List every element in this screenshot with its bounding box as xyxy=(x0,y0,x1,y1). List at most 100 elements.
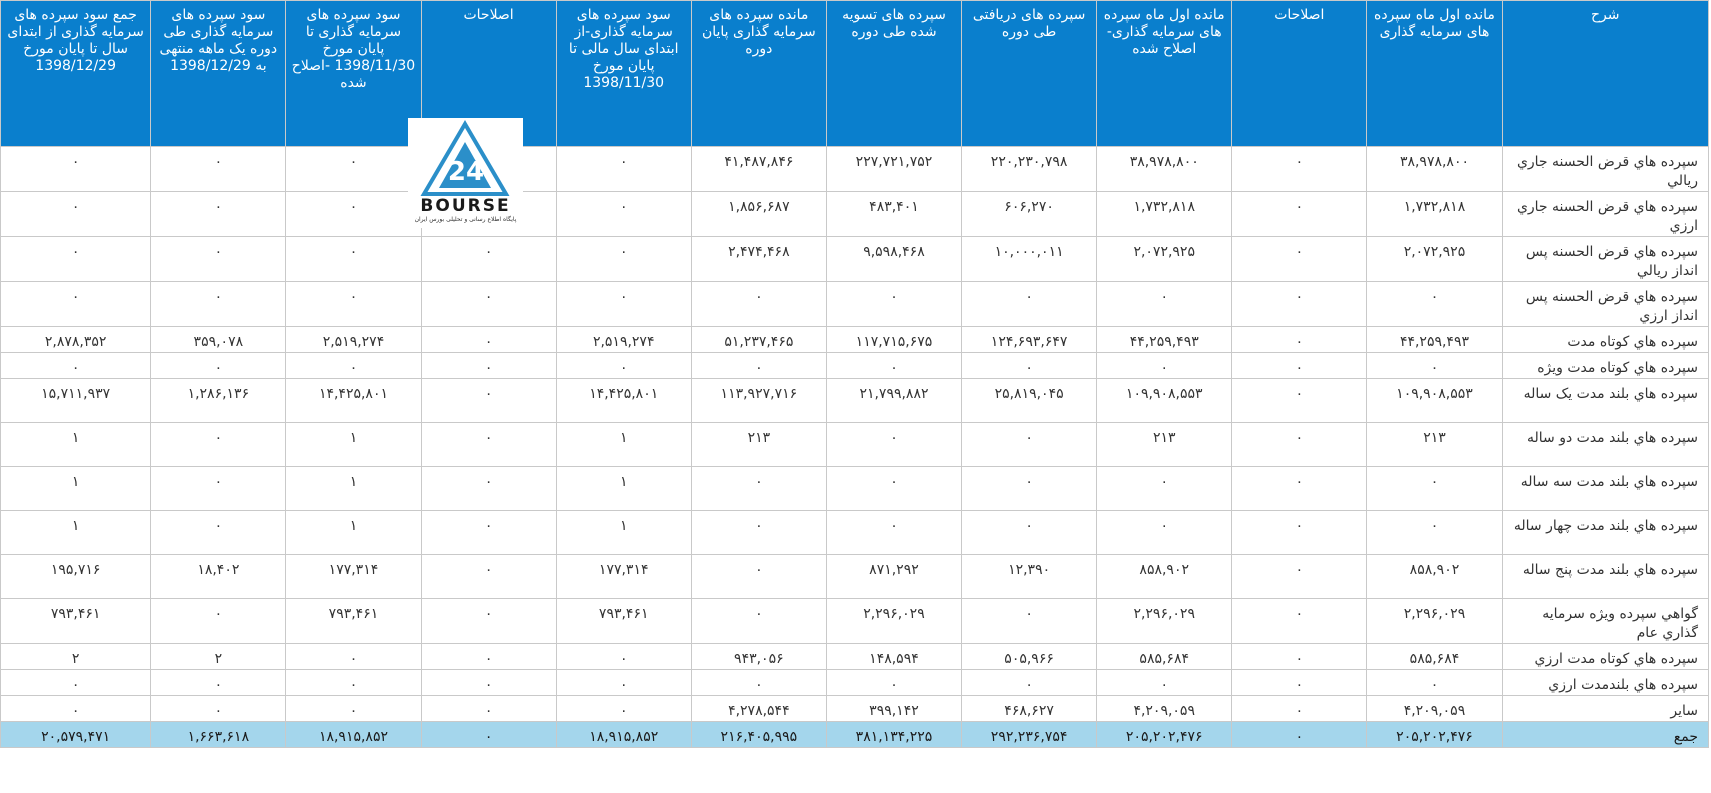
table-cell: ۲,۵۱۹,۲۷۴ xyxy=(285,326,422,353)
table-cell: ۰ xyxy=(285,236,422,282)
table-cell: ۹,۵۹۸,۴۶۸ xyxy=(825,236,963,282)
column-header: سود سپرده های سرمایه گذاری-از ابتدای سال… xyxy=(555,0,692,147)
table-cell: ۰ xyxy=(1231,643,1368,670)
table-cell: ۵۰۵,۹۶۶ xyxy=(961,643,1098,670)
table-cell: ۰ xyxy=(0,146,152,192)
table-cell: ۰ xyxy=(1096,466,1233,511)
table-cell: ۱ xyxy=(0,510,152,555)
table-cell: ۳۸۱,۱۳۴,۲۲۵ xyxy=(825,721,963,748)
table-cell: ۱ xyxy=(285,466,422,511)
table-row: ساير ۴,۲۰۹,۰۵۹ ۰ ۴,۲۰۹,۰۵۹ ۴۶۸,۶۲۷ ۳۹۹,۱۴۲ ۴,۲… xyxy=(0,695,1710,722)
table-cell: ۱۸,۹۱۵,۸۵۲ xyxy=(285,721,422,748)
table-cell: ۰ xyxy=(1366,510,1503,555)
table-cell: ۷۹۳,۴۶۱ xyxy=(555,598,692,644)
table-cell: ۰ xyxy=(961,669,1098,696)
table-cell: ۰ xyxy=(420,598,557,644)
column-header: سپرده های تسویه شده طی دوره xyxy=(825,0,963,147)
table-cell: ۱۲,۳۹۰ xyxy=(961,554,1098,599)
column-header: جمع سود سپرده های سرمایه گذاری از ابتدای… xyxy=(0,0,152,147)
table-cell: ۱ xyxy=(0,422,152,467)
table-row: سپرده هاي کوتاه مدت ارزي ۵۸۵,۶۸۴ ۰ ۵۸۵,۶۸۴ ۵… xyxy=(0,643,1710,670)
table-cell: ۰ xyxy=(420,721,557,748)
table-cell: ۰ xyxy=(150,510,287,555)
table-cell: ۵۱,۲۳۷,۴۶۵ xyxy=(690,326,827,353)
table-cell: ۱۱۳,۹۲۷,۷۱۶ xyxy=(690,378,827,423)
table-cell: ۲,۸۷۸,۳۵۲ xyxy=(0,326,152,353)
row-description: سپرده هاي قرض الحسنه پس انداز ريالي xyxy=(1501,236,1710,282)
column-header: مانده اول ماه سپرده های سرمایه گذاری-اصل… xyxy=(1096,0,1233,147)
table-row: سپرده هاي بلندمدت ارزي ۰ ۰ ۰ ۰ ۰ ۰ ۰ ۰ ۰ ۰ ۰ xyxy=(0,669,1710,696)
table-cell: ۰ xyxy=(420,643,557,670)
table-cell: ۰ xyxy=(690,669,827,696)
table-cell: ۴۴,۲۵۹,۴۹۳ xyxy=(1366,326,1503,353)
table-cell: ۰ xyxy=(150,598,287,644)
table-cell: ۰ xyxy=(555,236,692,282)
table-cell: ۸۷۱,۲۹۲ xyxy=(825,554,963,599)
table-cell: ۰ xyxy=(0,352,152,379)
table-cell: ۲,۵۱۹,۲۷۴ xyxy=(555,326,692,353)
header-row: شرح مانده اول ماه سپرده های سرمایه گذاری ا… xyxy=(0,0,1710,147)
table-cell: ۱ xyxy=(285,422,422,467)
table-cell: ۲۲۰,۲۳۰,۷۹۸ xyxy=(961,146,1098,192)
table-cell: ۰ xyxy=(285,191,422,237)
table-cell: ۴۶۸,۶۲۷ xyxy=(961,695,1098,722)
table-cell: ۱۷۷,۳۱۴ xyxy=(555,554,692,599)
table-row: سپرده هاي بلند مدت چهار ساله ۰ ۰ ۰ ۰ ۰ ۰ ۱ ۰ ۱ ۰ ۱ xyxy=(0,510,1710,555)
table-cell: ۰ xyxy=(150,422,287,467)
table-cell: ۰ xyxy=(690,352,827,379)
table-row: سپرده هاي کوتاه مدت ويژه ۰ ۰ ۰ ۰ ۰ ۰ ۰ ۰ ۰ ۰ ۰ xyxy=(0,352,1710,379)
table-cell: ۰ xyxy=(420,554,557,599)
table-cell: ۳۵۹,۰۷۸ xyxy=(150,326,287,353)
table-cell: ۰ xyxy=(0,281,152,327)
row-description: سپرده هاي بلند مدت چهار ساله xyxy=(1501,510,1710,555)
table-cell: ۰ xyxy=(1366,352,1503,379)
table-cell: ۰ xyxy=(0,669,152,696)
table-cell: ۰ xyxy=(420,695,557,722)
table-cell: ۲,۴۷۴,۴۶۸ xyxy=(690,236,827,282)
table-cell: ۰ xyxy=(825,422,963,467)
table-cell: ۲۱۳ xyxy=(1096,422,1233,467)
table-cell: ۰ xyxy=(285,352,422,379)
table-cell: ۱,۷۳۲,۸۱۸ xyxy=(1096,191,1233,237)
table-cell: ۲۵,۸۱۹,۰۴۵ xyxy=(961,378,1098,423)
table-cell: ۰ xyxy=(961,598,1098,644)
table-cell: ۳۹۹,۱۴۲ xyxy=(825,695,963,722)
table-cell: ۰ xyxy=(150,466,287,511)
table-cell: ۰ xyxy=(1231,236,1368,282)
table-cell: ۱۵,۷۱۱,۹۳۷ xyxy=(0,378,152,423)
table-cell: ۰ xyxy=(420,510,557,555)
table-cell: ۰ xyxy=(1231,669,1368,696)
row-description: سپرده هاي بلندمدت ارزي xyxy=(1501,669,1710,696)
table-cell: ۴,۲۰۹,۰۵۹ xyxy=(1366,695,1503,722)
table-cell: ۰ xyxy=(150,695,287,722)
bourse24-logo: 24 BOURSE پایگاه اطلاع رسانی و تحلیلی بو… xyxy=(408,118,523,228)
table-cell: ۰ xyxy=(825,281,963,327)
table-cell: ۰ xyxy=(961,510,1098,555)
table-cell: ۰ xyxy=(555,281,692,327)
logo-tagline: پایگاه اطلاع رسانی و تحلیلی بورس ایران xyxy=(414,216,517,223)
table-cell: ۰ xyxy=(150,669,287,696)
table-cell: ۰ xyxy=(825,466,963,511)
row-description: ساير xyxy=(1501,695,1710,722)
table-cell: ۱ xyxy=(0,466,152,511)
table-cell: ۱ xyxy=(285,510,422,555)
table-cell: ۰ xyxy=(1366,669,1503,696)
table-cell: ۰ xyxy=(690,466,827,511)
table-cell: ۰ xyxy=(0,236,152,282)
table-cell: ۰ xyxy=(1231,422,1368,467)
table-cell: ۰ xyxy=(1231,510,1368,555)
table-cell: ۴۴,۲۵۹,۴۹۳ xyxy=(1096,326,1233,353)
row-description: سپرده هاي بلند مدت پنج ساله xyxy=(1501,554,1710,599)
table-cell: ۰ xyxy=(555,695,692,722)
table-cell: ۰ xyxy=(285,669,422,696)
table-body: سپرده هاي قرض الحسنه جاري ريالي ۳۸,۹۷۸,۸۰… xyxy=(0,146,1710,748)
table-cell: ۰ xyxy=(555,643,692,670)
column-header: سود سپرده های سرمایه گذاری تا پایان مورخ… xyxy=(285,0,422,147)
table-cell: ۳۸,۹۷۸,۸۰۰ xyxy=(1096,146,1233,192)
table-cell: ۲ xyxy=(150,643,287,670)
table-cell: ۰ xyxy=(961,352,1098,379)
table-cell: ۱۰,۰۰۰,۰۱۱ xyxy=(961,236,1098,282)
table-cell: ۱۸,۴۰۲ xyxy=(150,554,287,599)
table-cell: ۷۹۳,۴۶۱ xyxy=(285,598,422,644)
bourse24-logo-icon: 24 xyxy=(420,120,510,196)
